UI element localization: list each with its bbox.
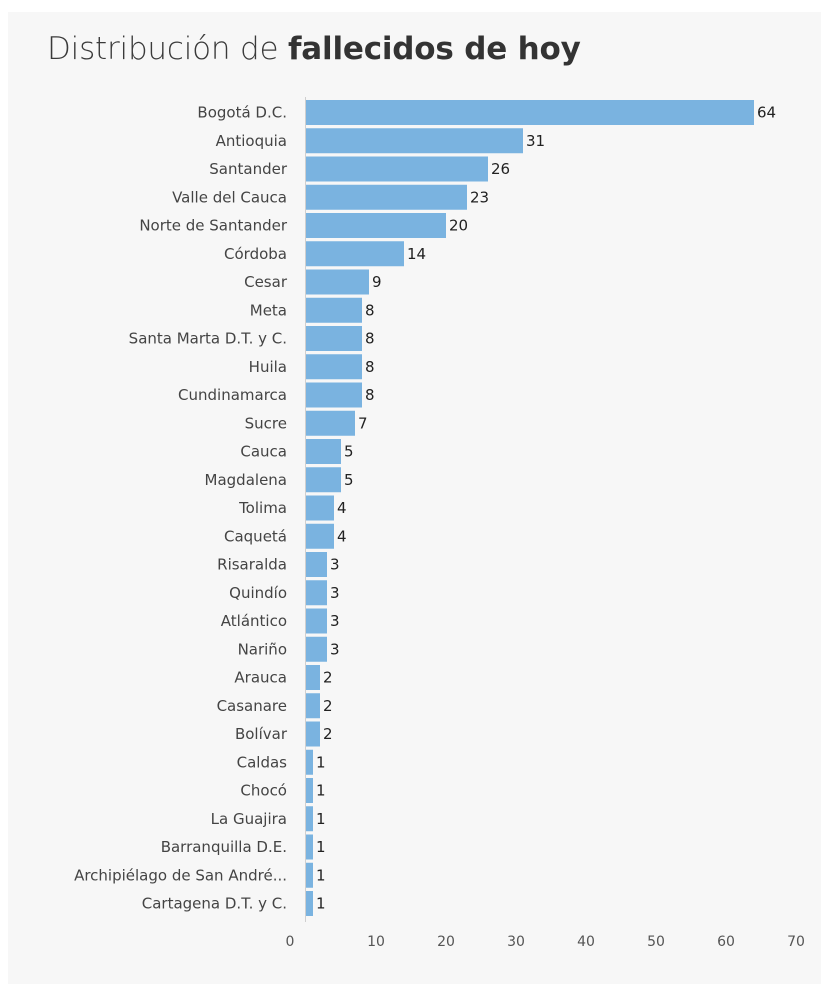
bar	[306, 100, 754, 125]
category-label: Casanare	[217, 697, 287, 715]
bar	[306, 269, 369, 295]
data-label: 8	[365, 386, 375, 404]
data-label: 23	[470, 188, 489, 206]
x-tick-label: 30	[507, 934, 525, 950]
bar	[306, 778, 313, 803]
category-label: La Guajira	[211, 810, 287, 828]
bar	[306, 862, 313, 888]
data-label: 3	[330, 640, 340, 658]
category-label: Cesar	[244, 273, 288, 291]
data-label: 31	[526, 132, 545, 150]
category-label: Cundinamarca	[178, 386, 287, 404]
data-label: 26	[491, 160, 510, 178]
data-label: 1	[316, 782, 326, 800]
bar	[306, 382, 362, 408]
data-label: 8	[365, 301, 375, 319]
category-label: Magdalena	[205, 471, 287, 489]
category-label: Norte de Santander	[139, 217, 288, 235]
category-label: Cauca	[240, 443, 287, 461]
data-label: 1	[316, 866, 326, 884]
category-label: Córdoba	[224, 245, 287, 263]
x-tick-label: 40	[577, 934, 595, 950]
data-label: 2	[323, 697, 333, 715]
bar	[306, 354, 362, 380]
category-label: Caldas	[237, 753, 288, 771]
category-label: Santa Marta D.T. y C.	[129, 330, 287, 348]
data-label: 7	[358, 414, 368, 432]
x-tick-label: 0	[286, 934, 295, 950]
data-label: 1	[316, 895, 326, 913]
bar	[306, 128, 523, 154]
category-label: Arauca	[234, 669, 287, 687]
bar	[306, 495, 334, 521]
category-label: Atlántico	[221, 612, 287, 630]
bar	[306, 749, 313, 775]
category-label: Santander	[209, 160, 288, 178]
bar	[306, 608, 327, 634]
bar	[306, 184, 467, 210]
bar	[306, 467, 341, 493]
category-label: Quindío	[229, 584, 287, 602]
bar	[306, 410, 355, 436]
data-label: 1	[316, 810, 326, 828]
x-tick-label: 50	[647, 934, 665, 950]
bar	[306, 693, 320, 719]
category-label: Caquetá	[224, 527, 287, 545]
data-label: 1	[316, 753, 326, 771]
chart-title-bold: fallecidos de hoy	[288, 31, 581, 67]
bar	[306, 552, 327, 577]
data-label: 64	[757, 104, 776, 122]
category-label: Antioquia	[216, 132, 287, 150]
data-label: 14	[407, 245, 426, 263]
data-label: 5	[344, 471, 354, 489]
category-label: Cartagena D.T. y C.	[142, 895, 287, 913]
category-label: Barranquilla D.E.	[161, 838, 287, 856]
data-label: 2	[323, 669, 333, 687]
category-label: Risaralda	[217, 556, 287, 574]
data-label: 9	[372, 273, 382, 291]
category-label: Valle del Cauca	[172, 188, 287, 206]
category-label: Tolima	[238, 499, 287, 517]
data-label: 8	[365, 358, 375, 376]
category-label: Bolívar	[235, 725, 288, 743]
bar	[306, 721, 320, 747]
x-tick-label: 70	[787, 934, 805, 950]
bar	[306, 665, 320, 690]
category-label: Sucre	[245, 414, 287, 432]
x-tick-label: 20	[437, 934, 455, 950]
bar	[306, 439, 341, 464]
bar	[306, 636, 327, 662]
category-label: Meta	[250, 301, 287, 319]
chart-title-light: Distribución de	[47, 31, 289, 67]
x-tick-label: 10	[367, 934, 385, 950]
category-label: Nariño	[238, 640, 287, 658]
category-label: Huila	[249, 358, 287, 376]
category-label: Bogotá D.C.	[197, 104, 287, 122]
data-label: 3	[330, 612, 340, 630]
data-label: 5	[344, 443, 354, 461]
bar	[306, 297, 362, 323]
bar	[306, 580, 327, 606]
data-label: 20	[449, 217, 468, 235]
chart-title: Distribución de fallecidos de hoy	[47, 31, 581, 67]
bar	[306, 806, 313, 832]
category-label: Chocó	[240, 782, 287, 800]
data-label: 4	[337, 527, 347, 545]
category-label: Archipiélago de San André...	[74, 866, 287, 884]
bar	[306, 326, 362, 351]
bar	[306, 891, 313, 916]
data-label: 8	[365, 330, 375, 348]
bar	[306, 834, 313, 860]
bar	[306, 156, 488, 182]
data-label: 2	[323, 725, 333, 743]
bar	[306, 523, 334, 549]
data-label: 1	[316, 838, 326, 856]
bar	[306, 241, 404, 267]
bar	[306, 213, 446, 238]
data-label: 4	[337, 499, 347, 517]
x-tick-label: 60	[717, 934, 735, 950]
data-label: 3	[330, 584, 340, 602]
data-label: 3	[330, 556, 340, 574]
